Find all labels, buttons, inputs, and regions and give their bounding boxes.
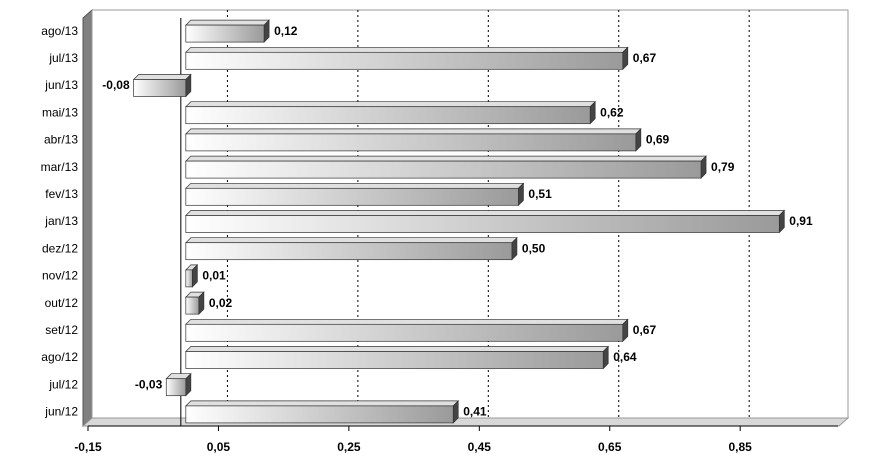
bar [185, 24, 265, 43]
x-tick-label: 0,05 [207, 440, 231, 454]
bar [185, 242, 513, 261]
value-label: 0,69 [646, 133, 670, 147]
y-tick-label: fev/13 [45, 187, 78, 201]
value-label: 0,41 [463, 405, 487, 419]
y-tick-label: mai/13 [42, 105, 78, 119]
bar [185, 351, 604, 369]
y-tick-label: mar/13 [41, 160, 79, 174]
bar-top [184, 128, 642, 135]
y-tick-label: jun/13 [44, 78, 78, 92]
value-label: 0,51 [528, 187, 552, 201]
bar [185, 323, 624, 342]
value-label: 0,79 [711, 160, 735, 174]
value-label: 0,91 [789, 214, 813, 228]
value-label: 0,12 [274, 24, 298, 38]
bar [185, 106, 591, 125]
bar-top [184, 155, 707, 162]
value-label: 0,50 [522, 241, 546, 255]
x-tick-label: 0,45 [468, 440, 492, 454]
x-tick-label: 0,85 [728, 440, 752, 454]
bar-top [184, 318, 629, 325]
value-label: 0,67 [633, 323, 657, 337]
value-label: 0,67 [633, 51, 657, 65]
y-tick-label: out/12 [45, 296, 79, 310]
bar-top [184, 237, 518, 244]
y-tick-label: set/12 [45, 323, 78, 337]
bar [185, 296, 200, 315]
y-tick-label: ago/12 [41, 350, 78, 364]
y-tick-label: jul/13 [48, 51, 78, 65]
bar-top [184, 210, 786, 216]
bar-top [184, 101, 597, 108]
x-tick-label: 0,65 [598, 440, 622, 454]
value-label: 0,01 [202, 269, 226, 283]
bar [185, 187, 519, 206]
y-tick-label: jul/12 [48, 377, 78, 391]
y-tick-label: ago/13 [41, 24, 78, 38]
bar [185, 51, 624, 70]
x-tick-label: -0,15 [74, 440, 102, 454]
value-label: 0,64 [613, 350, 637, 364]
y-tick-label: abr/13 [44, 133, 78, 147]
bar-top [184, 46, 629, 53]
value-label: 0,02 [209, 296, 233, 310]
bar-top [184, 400, 460, 407]
bar [185, 269, 193, 288]
x-tick-label: 0,25 [337, 440, 361, 454]
bar [185, 405, 454, 424]
bar [185, 133, 637, 152]
bar [133, 79, 187, 97]
bar [165, 378, 187, 397]
bar-top [184, 182, 525, 189]
bar-top [132, 74, 192, 80]
value-label: 0,62 [600, 105, 624, 119]
y-tick-label: jan/13 [44, 214, 78, 228]
value-label: -0,03 [135, 377, 163, 391]
bar-top [184, 346, 610, 352]
y-tick-label: dez/12 [42, 241, 78, 255]
value-label: -0,08 [102, 78, 130, 92]
bar-top [184, 19, 270, 26]
y-tick-label: jun/12 [44, 405, 78, 419]
bar [185, 215, 780, 233]
left-wall [82, 8, 93, 428]
bar [185, 160, 702, 179]
y-tick-label: nov/12 [42, 269, 78, 283]
